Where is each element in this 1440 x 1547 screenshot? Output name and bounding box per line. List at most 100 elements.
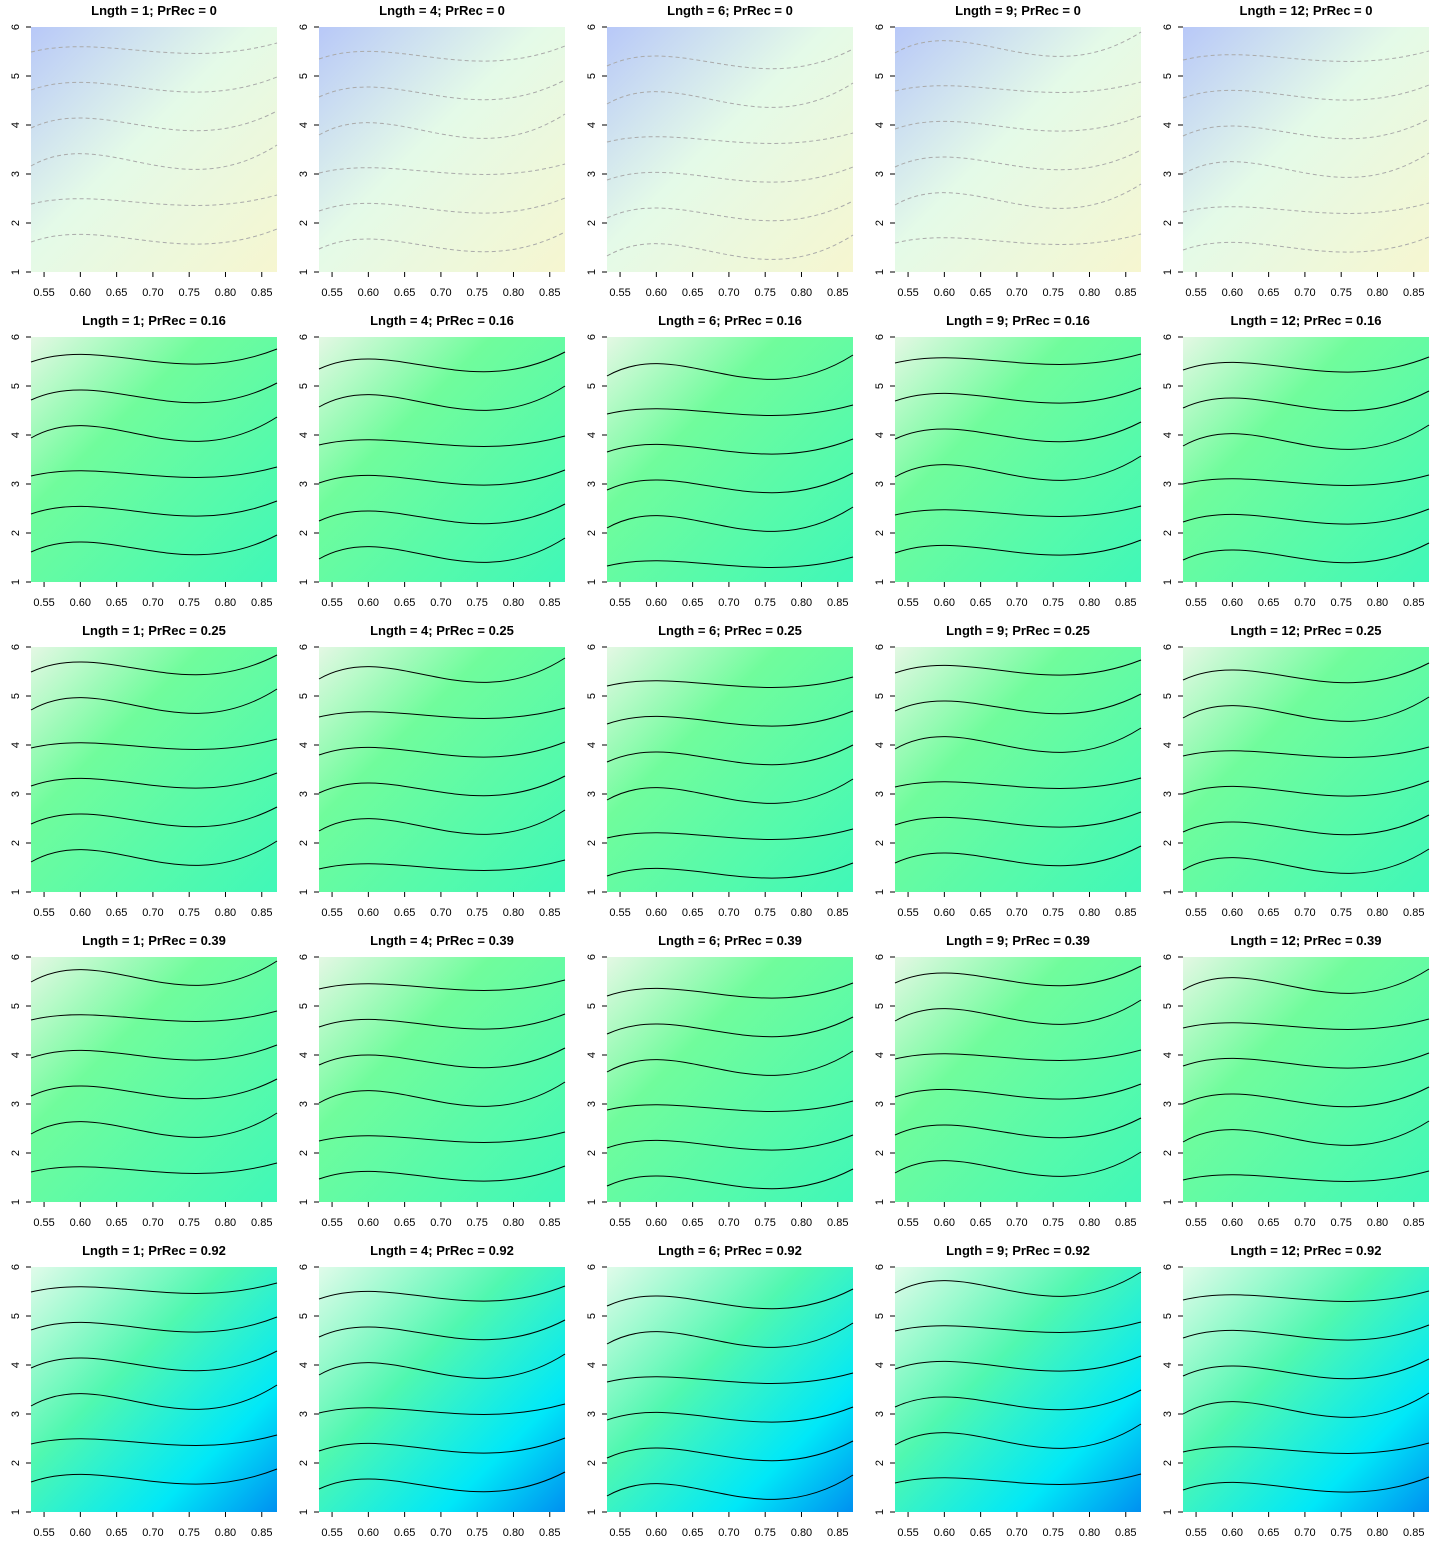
x-tick-label: 0.55 bbox=[897, 1217, 918, 1229]
contour-line bbox=[606, 438, 854, 455]
panel-title: Lngth = 12; PrRec = 0.92 bbox=[1230, 1243, 1381, 1258]
contour-line bbox=[30, 1010, 278, 1022]
contour-line bbox=[894, 1473, 1142, 1485]
x-tick-label: 0.55 bbox=[609, 1217, 630, 1229]
y-tick-label: 3 bbox=[298, 171, 310, 177]
contour-line bbox=[1182, 696, 1430, 722]
y-tick-label: 3 bbox=[874, 171, 886, 177]
x-tick-label: 0.60 bbox=[934, 907, 955, 919]
panel: Lngth = 12; PrRec = 0.16 0.55 0.60 0.65 0.70… bbox=[1162, 313, 1430, 609]
x-tick-label: 0.55 bbox=[33, 1527, 54, 1539]
panel: Lngth = 9; PrRec = 0.25 0.55 0.60 0.65 0.70 0… bbox=[874, 623, 1142, 919]
y-tick-label: 4 bbox=[1162, 1052, 1174, 1058]
y-tick-label: 6 bbox=[1162, 1264, 1174, 1270]
x-tick-label: 0.70 bbox=[1294, 907, 1315, 919]
contour-line bbox=[30, 1350, 278, 1372]
y-tick-label: 1 bbox=[1162, 1509, 1174, 1515]
x-tick-label: 0.75 bbox=[754, 1527, 775, 1539]
y-tick-label: 5 bbox=[298, 383, 310, 389]
contour-line bbox=[30, 1162, 278, 1174]
x-tick-label: 0.85 bbox=[1403, 597, 1424, 609]
contour-line bbox=[318, 1471, 566, 1493]
x-tick-label: 0.55 bbox=[33, 597, 54, 609]
contour-line bbox=[1182, 662, 1430, 684]
x-tick-label: 0.55 bbox=[33, 287, 54, 299]
contour-line bbox=[606, 1288, 854, 1310]
y-tick-label: 3 bbox=[1162, 1101, 1174, 1107]
contour-line bbox=[894, 1083, 1142, 1100]
contour-line bbox=[894, 1389, 1142, 1411]
contour-line bbox=[606, 862, 854, 879]
contour-line bbox=[318, 1319, 566, 1341]
panel-title: Lngth = 1; PrRec = 0.39 bbox=[82, 933, 226, 948]
y-tick-label: 1 bbox=[586, 889, 598, 895]
x-tick-label: 0.55 bbox=[33, 907, 54, 919]
x-tick-label: 0.65 bbox=[106, 1527, 127, 1539]
contour-line bbox=[30, 144, 278, 170]
contour-line bbox=[1182, 968, 1430, 994]
x-tick-label: 0.60 bbox=[646, 1527, 667, 1539]
contour-fill bbox=[895, 1267, 1141, 1512]
contour-line bbox=[606, 556, 854, 568]
y-tick-label: 2 bbox=[586, 1150, 598, 1156]
y-tick-label: 1 bbox=[10, 1509, 22, 1515]
contour-line bbox=[30, 348, 278, 365]
x-tick-label: 0.75 bbox=[1330, 597, 1351, 609]
panel: Lngth = 9; PrRec = 0.92 0.55 0.60 0.65 0.70 0… bbox=[874, 1243, 1142, 1539]
y-tick-label: 1 bbox=[874, 1509, 886, 1515]
contour-fill bbox=[895, 27, 1141, 272]
contour-line bbox=[894, 811, 1142, 828]
contour-line bbox=[606, 82, 854, 108]
x-tick-label: 0.55 bbox=[321, 287, 342, 299]
x-tick-label: 0.75 bbox=[754, 907, 775, 919]
y-tick-label: 2 bbox=[586, 220, 598, 226]
contour-fill bbox=[895, 337, 1141, 582]
x-tick-label: 0.85 bbox=[539, 1217, 560, 1229]
y-tick-label: 5 bbox=[1162, 73, 1174, 79]
contour-line bbox=[606, 48, 854, 70]
contour-line bbox=[30, 1112, 278, 1138]
contour-line bbox=[30, 688, 278, 714]
y-tick-label: 2 bbox=[298, 840, 310, 846]
contour-line bbox=[606, 1016, 854, 1038]
x-tick-label: 0.60 bbox=[646, 287, 667, 299]
y-tick-label: 6 bbox=[10, 644, 22, 650]
y-tick-label: 2 bbox=[874, 840, 886, 846]
y-tick-label: 3 bbox=[586, 481, 598, 487]
y-tick-label: 2 bbox=[298, 1460, 310, 1466]
y-tick-label: 3 bbox=[586, 1411, 598, 1417]
y-tick-label: 5 bbox=[874, 1003, 886, 1009]
y-tick-label: 5 bbox=[298, 1313, 310, 1319]
y-tick-label: 6 bbox=[874, 334, 886, 340]
contour-line bbox=[30, 772, 278, 789]
contour-line bbox=[318, 809, 566, 835]
x-tick-label: 0.75 bbox=[466, 907, 487, 919]
x-tick-label: 0.60 bbox=[934, 597, 955, 609]
contour-line bbox=[1182, 50, 1430, 62]
contour-line bbox=[894, 387, 1142, 404]
y-tick-label: 3 bbox=[1162, 481, 1174, 487]
panel-title: Lngth = 4; PrRec = 0.92 bbox=[370, 1243, 514, 1258]
y-tick-label: 1 bbox=[10, 269, 22, 275]
x-tick-label: 0.65 bbox=[1258, 597, 1279, 609]
y-tick-label: 3 bbox=[874, 1101, 886, 1107]
y-tick-label: 2 bbox=[874, 220, 886, 226]
contour-line bbox=[1182, 1018, 1430, 1030]
x-tick-label: 0.60 bbox=[646, 907, 667, 919]
x-tick-label: 0.55 bbox=[609, 907, 630, 919]
x-tick-label: 0.60 bbox=[70, 907, 91, 919]
x-tick-label: 0.75 bbox=[1330, 1217, 1351, 1229]
y-tick-label: 3 bbox=[10, 481, 22, 487]
y-tick-label: 6 bbox=[586, 334, 598, 340]
y-tick-label: 4 bbox=[586, 1052, 598, 1058]
x-tick-label: 0.75 bbox=[178, 1217, 199, 1229]
x-tick-label: 0.65 bbox=[1258, 1217, 1279, 1229]
x-tick-label: 0.70 bbox=[718, 907, 739, 919]
y-tick-label: 5 bbox=[874, 383, 886, 389]
y-tick-label: 6 bbox=[874, 644, 886, 650]
x-tick-label: 0.70 bbox=[430, 1527, 451, 1539]
y-tick-label: 3 bbox=[586, 791, 598, 797]
contour-line bbox=[318, 657, 566, 683]
x-tick-label: 0.70 bbox=[718, 1217, 739, 1229]
x-tick-label: 0.70 bbox=[1294, 1217, 1315, 1229]
